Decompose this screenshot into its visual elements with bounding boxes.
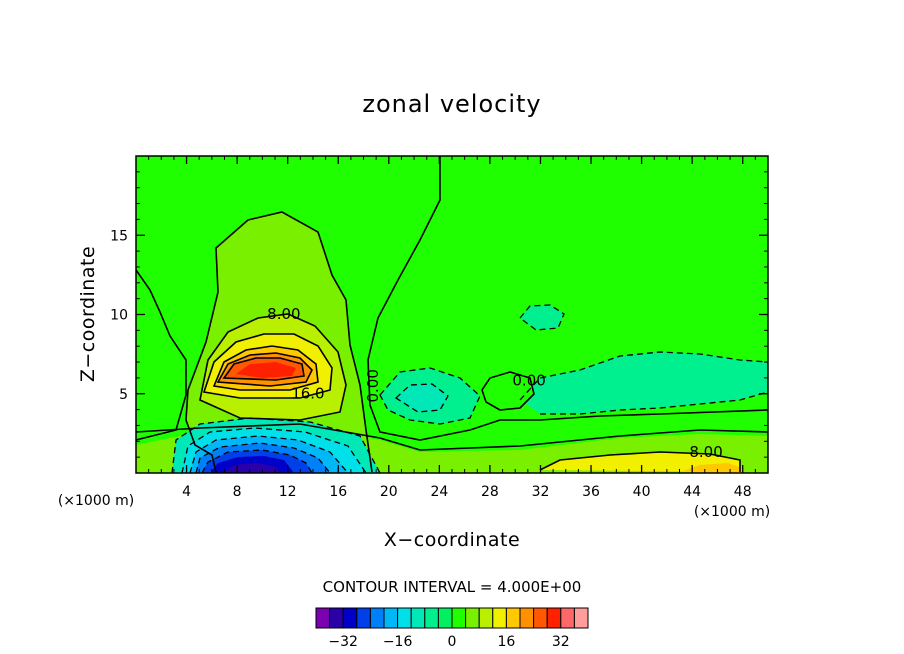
contour-lines (136, 156, 768, 473)
x-axis: 4 8 12 16 20 24 28 32 36 40 44 48 (148, 156, 756, 500)
y-tick-label: 15 (110, 228, 128, 244)
colorbar-swatch (546, 607, 562, 629)
contour-line-low-eight (136, 423, 768, 451)
chart-title: zonal velocity (362, 90, 541, 118)
contour-line-neg-12 (189, 435, 349, 473)
contour-line-low-twelve (539, 451, 741, 472)
contour-line-neg-mid (379, 367, 481, 425)
band-yellow-low-2 (680, 463, 742, 473)
contour-line-neg-right-low (540, 391, 768, 415)
x-tick-label: 48 (734, 484, 752, 500)
contour-line-neg-mid-inner (394, 383, 449, 413)
contour-line-neg-islet (519, 304, 565, 331)
colorbar-swatch (397, 607, 412, 629)
x-axis-label: X−coordinate (384, 529, 520, 551)
x-tick-label: 20 (380, 484, 398, 500)
colorbar-swatch (383, 607, 399, 629)
band-zero-islet (482, 372, 534, 410)
band-negative-right (520, 352, 768, 414)
x-tick-label: 36 (582, 484, 600, 500)
colorbar-tick-label: 16 (497, 634, 515, 650)
colorbar-tick-label: −16 (383, 634, 413, 650)
contour-line-neg-20 (201, 449, 313, 473)
colorbar-tick-label: 32 (552, 634, 570, 650)
colorbar-swatch (342, 607, 358, 629)
contour-interval: CONTOUR INTERVAL = 4.000E+00 (323, 578, 582, 596)
contour-label: 16.0 (291, 384, 324, 402)
colorbar-swatch (369, 607, 385, 629)
contour-line-eight (199, 313, 347, 421)
band-negative-mid-2 (396, 384, 448, 412)
contour-line-twenty-four (222, 357, 305, 381)
band-negative-28 (224, 463, 280, 473)
contour-line-neg-8 (181, 427, 367, 473)
contour-line-neg-4 (171, 417, 381, 473)
x-tick-label: 44 (683, 484, 701, 500)
y-tick-label: 5 (119, 387, 128, 403)
contour-label: 0.00 (512, 372, 545, 390)
contour-line-neg-16 (195, 442, 331, 473)
x-tick-label: 28 (481, 484, 499, 500)
colorbar-swatch (573, 607, 589, 629)
colorbar-swatch (356, 607, 371, 629)
contour-line-twenty (216, 352, 313, 387)
colorbar: −32 −16 0 16 32 (315, 607, 589, 650)
colorbar-swatch (465, 607, 480, 629)
colorbar-swatch (424, 607, 439, 629)
contour-labels: 8.00 16.0 0.00 0.00 8.00 (267, 305, 723, 461)
contour-line-zero-left (136, 269, 187, 441)
contour-line-zero (367, 156, 768, 441)
colorbar-tick-label: −32 (328, 634, 358, 650)
colorbar-swatch (478, 607, 494, 629)
colorbar-swatch (329, 607, 344, 629)
y-axis: 5 10 15 (110, 171, 768, 458)
colorbar-swatch (519, 607, 535, 629)
contour-line-zero-islet (481, 371, 535, 411)
colorbar-swatch (505, 607, 521, 629)
colorbar-swatch (560, 607, 575, 629)
x-tick-label: 12 (279, 484, 297, 500)
colorbar-swatch (451, 607, 467, 629)
y-tick-label: 10 (110, 308, 128, 324)
colorbar-swatch (533, 607, 548, 629)
x-tick-label: 16 (329, 484, 347, 500)
contour-line-sixteen (212, 345, 319, 391)
band-28-to-32 (236, 362, 296, 378)
x-unit-right: (×1000 m) (694, 504, 770, 520)
x-tick-label: 32 (532, 484, 550, 500)
contour-label: 8.00 (267, 305, 300, 323)
colorbar-swatch (492, 607, 507, 629)
x-tick-label: 24 (430, 484, 448, 500)
x-tick-label: 40 (633, 484, 651, 500)
plot-area (136, 156, 768, 473)
colorbar-swatch (437, 607, 453, 629)
contour-line-neg-right (519, 351, 768, 401)
x-tick-label: 4 (182, 484, 191, 500)
x-tick-label: 8 (233, 484, 242, 500)
x-unit-left: (×1000 m) (58, 493, 134, 509)
colorbar-tick-label: 0 (448, 634, 457, 650)
band-negative-islet (520, 305, 564, 330)
colorbar-swatch (410, 607, 426, 629)
colorbar-swatch (315, 607, 331, 629)
contour-label: 8.00 (689, 443, 722, 461)
contour-label: 0.00 (364, 369, 382, 402)
contour-line-twelve (202, 333, 333, 399)
y-axis-label: Z−coordinate (77, 246, 99, 382)
